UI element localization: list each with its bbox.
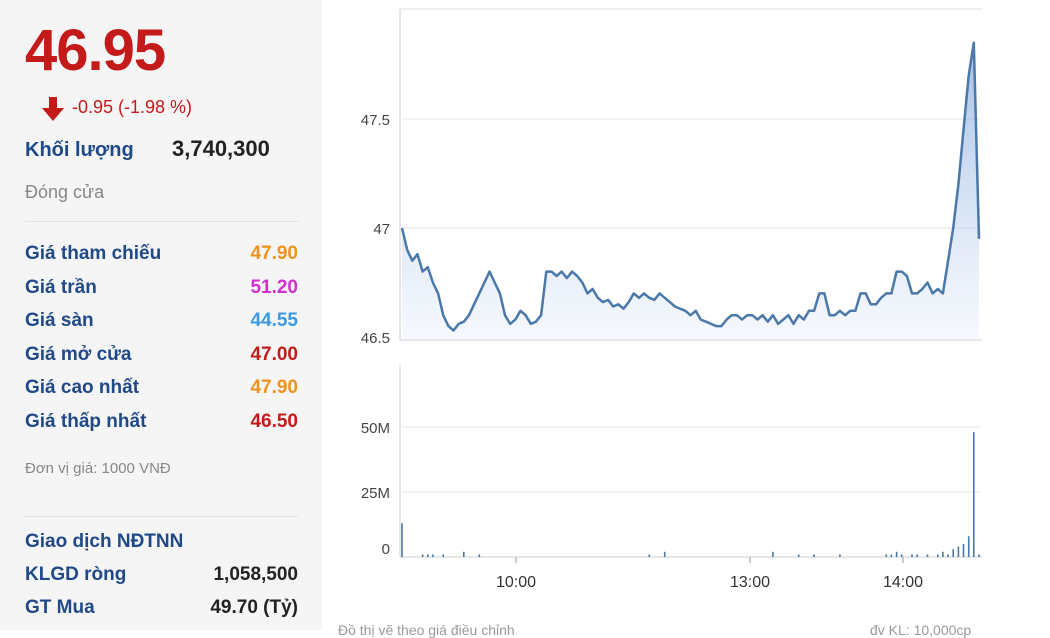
foreign-buy-value-row: GT Mua 49.70 (Tỷ)	[25, 597, 298, 623]
volume-bar	[900, 554, 903, 557]
price-area	[402, 42, 979, 340]
volume-label: Khối lượng	[25, 139, 134, 161]
volume-bar	[926, 554, 929, 557]
time-tick-label: 13:00	[730, 574, 770, 591]
price-tick-label: 46.5	[361, 330, 390, 347]
floor-price-value: 44.55	[250, 310, 298, 331]
ceiling-price-row: Giá trần 51.20	[25, 277, 298, 303]
ceiling-price-label: Giá trần	[25, 277, 97, 298]
volume-bar	[648, 554, 651, 557]
ceiling-price-value: 51.20	[250, 277, 298, 298]
market-status: Đóng cửa	[25, 182, 105, 202]
volume-bar	[427, 554, 429, 557]
divider	[25, 221, 298, 222]
volume-bar	[952, 549, 954, 557]
foreign-net-volume-row: KLGD ròng 1,058,500	[25, 564, 298, 590]
volume-bar	[797, 554, 800, 557]
price-tick-label: 47	[373, 221, 390, 238]
open-price-row: Giá mở cửa 47.00	[25, 344, 298, 370]
volume-bar	[911, 554, 913, 557]
volume-bar	[962, 544, 965, 557]
volume-bar	[885, 554, 888, 557]
high-price-row: Giá cao nhất 47.90	[25, 377, 298, 403]
price-down-arrow-icon	[42, 97, 64, 121]
volume-tick-label: 50M	[361, 420, 390, 437]
foreign-net-volume-value: 1,058,500	[213, 564, 298, 585]
time-tick-label: 14:00	[883, 574, 923, 591]
low-price-label: Giá thấp nhất	[25, 411, 147, 432]
volume-bar	[978, 554, 980, 557]
volume-bar	[432, 554, 434, 557]
volume-bar	[663, 551, 666, 557]
volume-bar	[463, 551, 465, 557]
floor-price-row: Giá sàn 44.55	[25, 310, 298, 336]
chart-footnote-left: Đồ thị vẽ theo giá điều chỉnh	[338, 622, 515, 638]
foreign-buy-value-value: 49.70 (Tỷ)	[210, 597, 298, 618]
open-price-label: Giá mở cửa	[25, 344, 132, 365]
quote-panel: 46.95 -0.95 (-1.98 %) Khối lượng 3,740,3…	[0, 0, 322, 630]
high-price-value: 47.90	[250, 377, 298, 398]
volume-panel	[399, 365, 982, 558]
volume-bar	[442, 554, 444, 557]
price-unit-note: Đơn vị giá: 1000 VNĐ	[25, 460, 171, 477]
open-price-value: 47.00	[250, 344, 298, 365]
intraday-chart: 46.5 47 47.5 0 25M 50M 10:00 13:00 14:00	[361, 8, 982, 591]
volume-bar	[973, 432, 975, 557]
volume-tick-label: 25M	[361, 485, 390, 502]
reference-price-row: Giá tham chiếu 47.90	[25, 243, 298, 269]
volume-bar	[813, 554, 815, 557]
volume-bar	[890, 554, 893, 557]
high-price-label: Giá cao nhất	[25, 377, 140, 398]
volume-bar	[942, 551, 944, 557]
reference-price-label: Giá tham chiếu	[25, 243, 162, 264]
volume-bar	[421, 554, 424, 557]
price-line	[400, 41, 981, 332]
volume-bar	[916, 554, 918, 557]
volume-bar	[937, 554, 939, 557]
volume-bar	[967, 536, 970, 557]
foreign-trading-title: Giao dịch NĐTNN	[25, 531, 184, 552]
chart-footnote-right: đv KL: 10,000cp	[870, 622, 972, 638]
time-tick-label: 10:00	[496, 574, 536, 591]
volume-bar	[839, 554, 841, 557]
floor-price-label: Giá sàn	[25, 310, 94, 331]
reference-price-value: 47.90	[250, 243, 298, 264]
price-tick-label: 47.5	[361, 112, 390, 129]
volume-tick-label: 0	[382, 541, 390, 558]
volume-bar	[772, 551, 774, 557]
volume-bar	[957, 546, 960, 557]
divider	[25, 516, 298, 517]
last-price: 46.95	[25, 18, 166, 83]
volume-bar	[947, 554, 949, 557]
foreign-buy-value-label: GT Mua	[25, 597, 95, 618]
volume-bar	[478, 554, 481, 557]
low-price-value: 46.50	[250, 411, 298, 432]
volume-bar	[401, 523, 403, 557]
low-price-row: Giá thấp nhất 46.50	[25, 411, 298, 437]
price-change: -0.95 (-1.98 %)	[72, 97, 193, 117]
volume-bar	[895, 551, 898, 557]
volume-value: 3,740,300	[172, 136, 270, 161]
foreign-net-volume-label: KLGD ròng	[25, 564, 127, 585]
